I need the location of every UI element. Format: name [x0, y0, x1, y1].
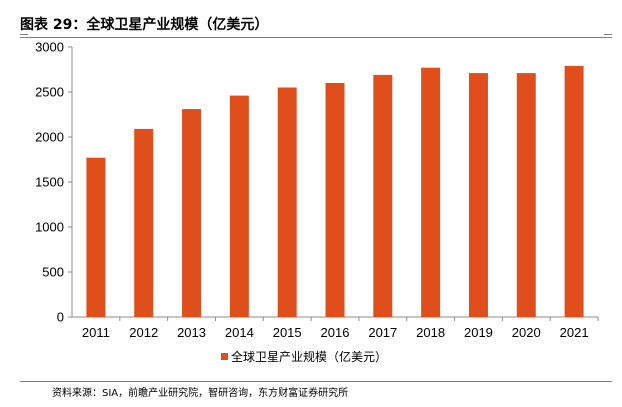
bar-series [86, 65, 584, 318]
y-tick-label: 1000 [35, 220, 64, 235]
x-tick-label: 2017 [368, 325, 397, 340]
source-divider [20, 381, 612, 382]
bar [134, 128, 154, 317]
y-tick-label: 3000 [35, 40, 64, 55]
x-tick-label: 2013 [177, 325, 206, 340]
bar [564, 65, 584, 318]
legend: 全球卫星产业规模（亿美元） [221, 349, 387, 364]
x-tick-label: 2011 [82, 325, 110, 340]
legend-label: 全球卫星产业规模（亿美元） [231, 349, 387, 364]
y-tick-label: 0 [57, 310, 64, 325]
title-divider-tick-right [604, 34, 612, 35]
figure-title: 图表 29：全球卫星产业规模（亿美元） [20, 17, 269, 33]
x-tick-label: 2021 [560, 325, 589, 340]
x-tick-label: 2019 [464, 325, 493, 340]
bar [86, 157, 106, 317]
legend-swatch [221, 353, 228, 360]
y-tick-label: 2000 [35, 130, 64, 145]
x-tick-label: 2014 [225, 325, 254, 340]
y-tick-label: 2500 [35, 85, 64, 100]
bar [229, 95, 249, 317]
bar [421, 67, 441, 317]
x-tick-label: 2018 [416, 325, 445, 340]
bar [277, 87, 297, 317]
x-tick-label: 2012 [129, 325, 158, 340]
title-divider-tick-left [20, 34, 28, 35]
bar [516, 73, 536, 317]
bar [468, 73, 488, 317]
bar [182, 109, 202, 317]
x-tick-label: 2016 [321, 325, 350, 340]
bar [373, 74, 393, 318]
x-tick-label: 2020 [512, 325, 541, 340]
title-divider [20, 37, 612, 38]
y-tick-label: 1500 [35, 175, 64, 190]
y-axis: 0 500 1000 1500 2000 2500 3000 [35, 40, 73, 325]
x-axis: 2011 2012 2013 2014 2015 2016 2017 2018 2019 2020… [72, 316, 599, 340]
x-tick-label: 2015 [273, 325, 302, 340]
y-tick-label: 500 [42, 265, 64, 280]
bar [325, 83, 345, 317]
source-note: 资料来源：SIA，前瞻产业研究院，智研咨询，东方财富证券研究所 [52, 388, 349, 399]
